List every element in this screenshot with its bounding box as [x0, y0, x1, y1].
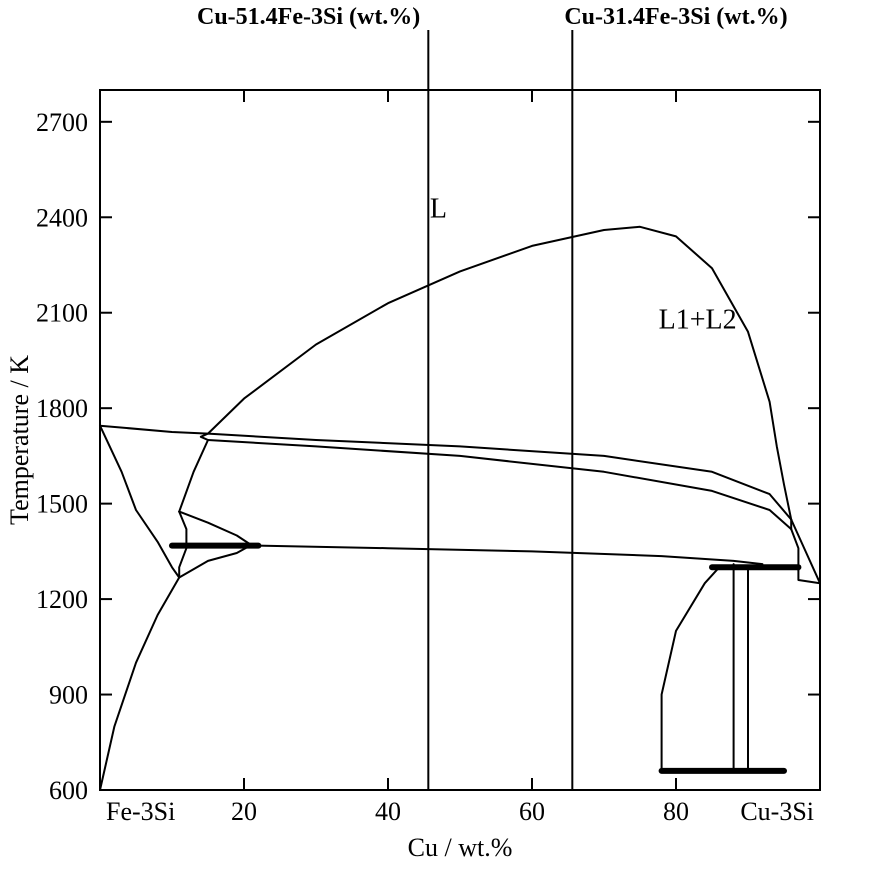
top-composition-label-1: Cu-31.4Fe-3Si (wt.%) [564, 4, 787, 30]
phase-diagram-svg: 20 40 60 80 Fe-3Si Cu-3Si Cu / wt.% 600 900 1200 1… [0, 0, 874, 892]
x-axis-label: Cu / wt.% [408, 833, 513, 862]
top-composition-label-0: Cu-51.4Fe-3Si (wt.%) [197, 4, 420, 30]
x-tick-label: 20 [231, 797, 257, 826]
y-tick-label: 2100 [36, 299, 88, 328]
x-tick-label: 40 [375, 797, 401, 826]
y-axis-label: Temperature / K [5, 355, 34, 525]
solvus-left-bottom [100, 578, 179, 791]
y-tick-label: 2700 [36, 108, 88, 137]
monotectic-close-left [201, 434, 208, 440]
y-tick-label: 600 [49, 776, 88, 805]
phase-diagram-figure: 20 40 60 80 Fe-3Si Cu-3Si Cu / wt.% 600 900 1200 1… [0, 0, 874, 892]
solvus-left-inner [179, 440, 208, 512]
region-label-1: L1+L2 [659, 305, 737, 336]
region-label-0: L [430, 193, 447, 224]
y-tick-label: 900 [49, 681, 88, 710]
monotectic-top [208, 434, 791, 520]
right-liquidus [791, 520, 820, 584]
y-tick-label: 2400 [36, 203, 88, 232]
right-subsolidus-outer [662, 567, 720, 771]
monotectic-bottom [208, 440, 791, 529]
x-tick-label: 80 [663, 797, 689, 826]
middle-tie-line [258, 546, 762, 565]
solvus-left-top [100, 426, 179, 578]
x-tick-label: 60 [519, 797, 545, 826]
liquidus-left [100, 426, 208, 434]
x-left-end-label: Fe-3Si [106, 797, 175, 826]
y-tick-label: 1200 [36, 585, 88, 614]
y-tick-label: 1500 [36, 490, 88, 519]
x-right-end-label: Cu-3Si [740, 797, 814, 826]
miscibility-dome [208, 227, 791, 520]
y-tick-label: 1800 [36, 394, 88, 423]
